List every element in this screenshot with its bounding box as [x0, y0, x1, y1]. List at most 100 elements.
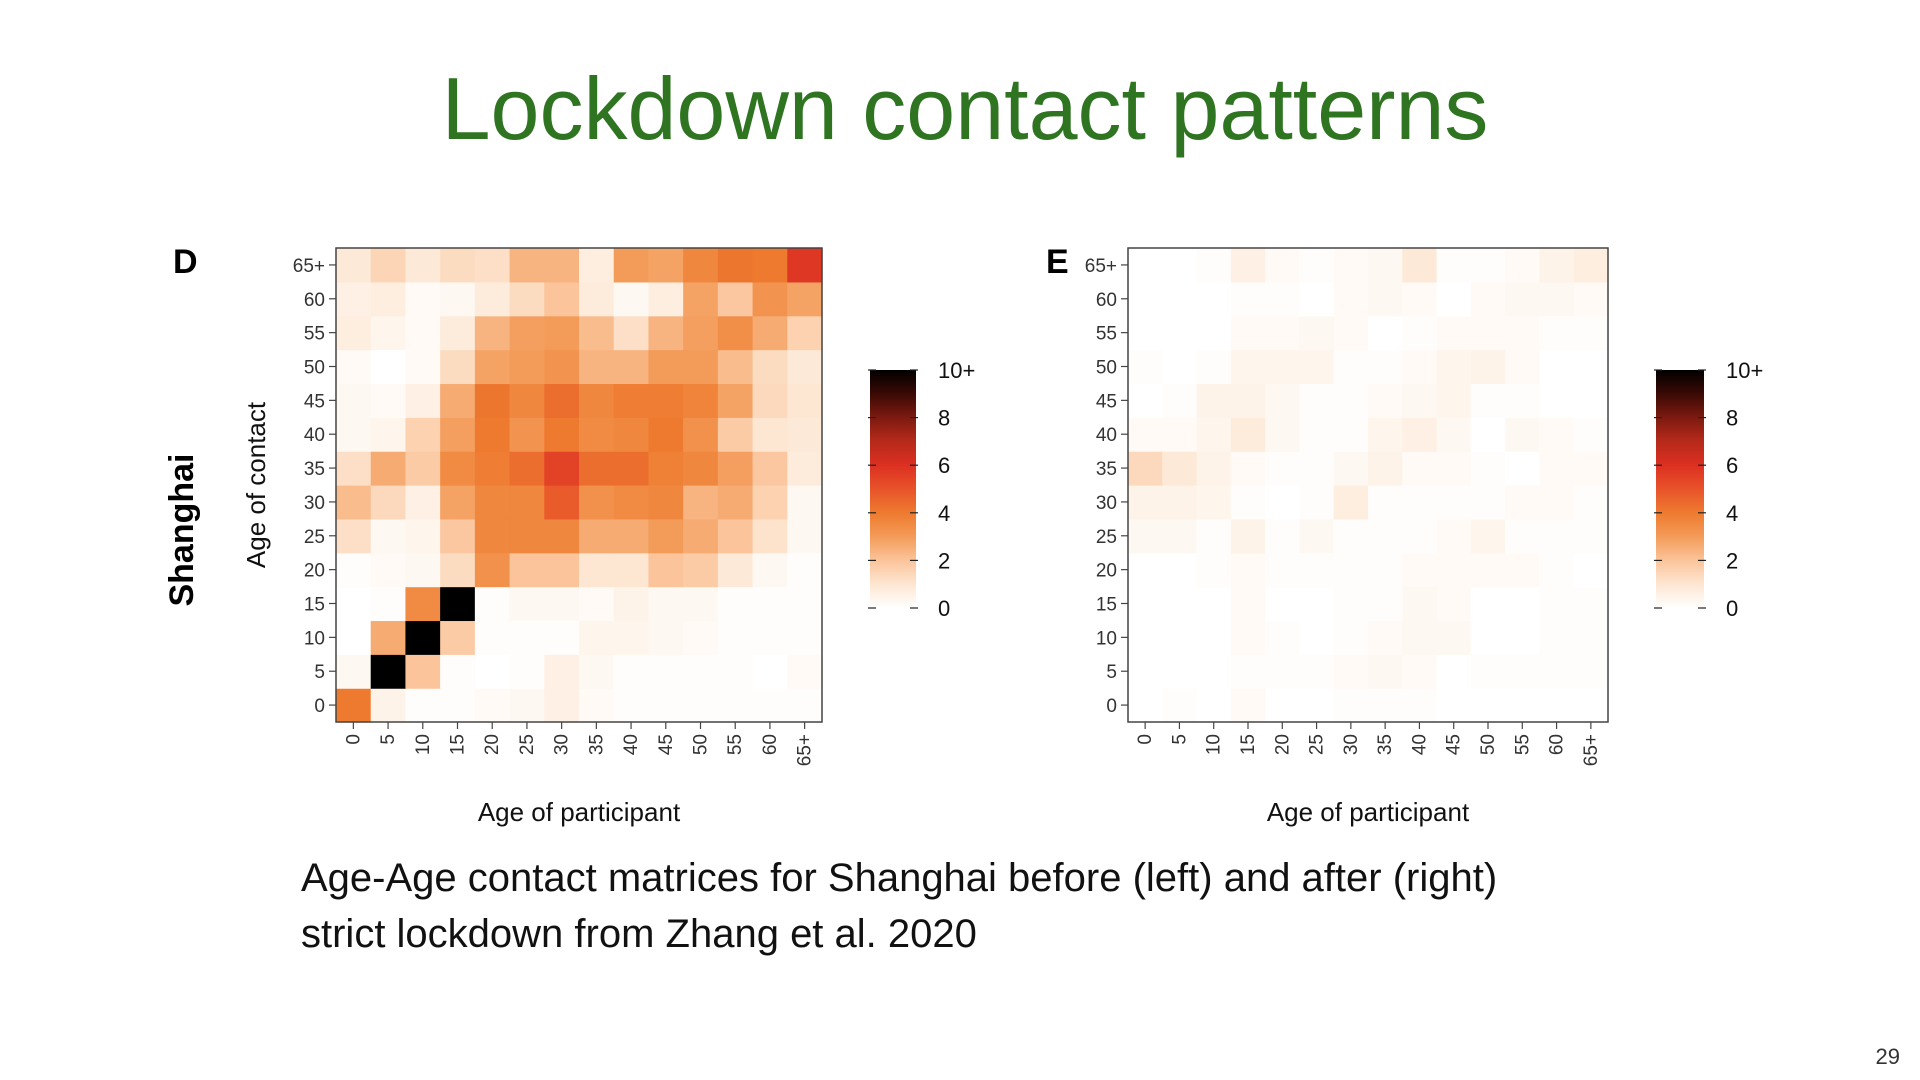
- x-tick-label: 65+: [1581, 734, 1602, 766]
- heatmap-cell: [1265, 518, 1301, 554]
- heatmap-cell: [579, 315, 615, 351]
- heatmap-cell: [579, 654, 615, 689]
- heatmap-cell: [474, 349, 511, 385]
- x-tick-label: 0: [1135, 734, 1156, 745]
- heatmap-cell: [752, 281, 788, 317]
- heatmap-cell: [1162, 383, 1198, 418]
- y-tick-label: 20: [304, 561, 325, 582]
- heatmap-cell: [509, 417, 545, 452]
- heatmap-cell: [1162, 281, 1198, 317]
- heatmap-cell: [1436, 417, 1472, 452]
- heatmap-cell: [1230, 688, 1266, 723]
- x-tick-label: 55: [725, 734, 746, 755]
- heatmap-cell: [1230, 552, 1266, 588]
- heatmap-cell: [579, 688, 615, 723]
- heatmap-cell: [1265, 383, 1301, 418]
- panel-letter: D: [173, 243, 198, 281]
- heatmap-cell: [1368, 451, 1403, 486]
- heatmap-cell: [1299, 620, 1335, 655]
- heatmap-cell: [1333, 451, 1369, 486]
- legend-tick-label: 4: [938, 501, 950, 526]
- heatmap-cell: [717, 485, 754, 520]
- y-tick-label: 50: [1096, 358, 1117, 379]
- heatmap-cell: [440, 281, 476, 317]
- y-tick-label: 15: [1096, 595, 1117, 616]
- heatmap-cell: [1299, 417, 1335, 452]
- heatmap-cell: [787, 485, 823, 520]
- x-tick-label: 30: [552, 734, 573, 755]
- heatmap-cell: [1333, 620, 1369, 655]
- heatmap-cell: [405, 349, 441, 385]
- heatmap-cell: [613, 620, 650, 655]
- heatmap-cell: [1402, 518, 1438, 554]
- heatmap-cell: [1368, 688, 1403, 723]
- heatmap-cell: [474, 485, 511, 520]
- heatmap-cell: [474, 552, 511, 588]
- heatmap-cell: [752, 654, 788, 689]
- heatmap-cell: [1505, 688, 1541, 723]
- heatmap-cell: [1573, 417, 1609, 452]
- legend-tick-label: 0: [938, 596, 950, 621]
- heatmap-cell: [544, 552, 580, 588]
- heatmap-cell: [752, 586, 788, 622]
- x-tick-label: 40: [621, 734, 642, 755]
- heatmap-cell: [1470, 349, 1506, 385]
- heatmap-cell: [1230, 248, 1266, 283]
- heatmap-cell: [787, 383, 823, 418]
- heatmap-cell: [474, 620, 511, 655]
- y-tick-label: 55: [304, 324, 325, 345]
- heatmap-cell: [1128, 654, 1163, 689]
- heatmap-cell: [1128, 417, 1163, 452]
- heatmap-cell: [336, 417, 372, 452]
- heatmap-cell: [1196, 315, 1232, 351]
- y-tick-label: 50: [304, 358, 325, 379]
- heatmap-cell: [1436, 281, 1472, 317]
- heatmap-cell: [509, 552, 545, 588]
- heatmap-cell: [509, 281, 545, 317]
- heatmap-cell: [1539, 688, 1575, 723]
- heatmap-cell: [1470, 552, 1506, 588]
- heatmap-cell: [1402, 315, 1438, 351]
- heatmap-cell: [1265, 654, 1301, 689]
- x-tick-label: 5: [1169, 734, 1190, 745]
- heatmap-cell: [509, 315, 545, 351]
- heatmap-cell: [648, 248, 684, 283]
- heatmap-cell: [544, 518, 580, 554]
- heatmap-cell: [405, 315, 441, 351]
- heatmap-cell: [1539, 451, 1575, 486]
- x-axis-title: Age of participant: [1267, 797, 1470, 827]
- heatmap-cell: [440, 315, 476, 351]
- heatmap-cell: [440, 620, 476, 655]
- heatmap-cell: [648, 654, 684, 689]
- heatmap-cell: [336, 586, 372, 622]
- heatmap-cell: [1265, 688, 1301, 723]
- heatmap-cell: [579, 451, 615, 486]
- heatmap-cell: [370, 552, 407, 588]
- heatmap-cell: [1505, 552, 1541, 588]
- heatmap-cell: [752, 485, 788, 520]
- heatmap-cell: [579, 552, 615, 588]
- y-tick-label: 45: [304, 391, 325, 412]
- heatmap-cell: [336, 518, 372, 554]
- heatmap-cell: [1505, 383, 1541, 418]
- heatmap-cell: [1162, 552, 1198, 588]
- heatmap-cell: [1573, 688, 1609, 723]
- heatmap-cell: [336, 654, 372, 689]
- heatmap-cell: [1230, 315, 1266, 351]
- heatmap-cell: [683, 248, 719, 283]
- heatmap-cell: [474, 248, 511, 283]
- heatmap-cell: [1573, 552, 1609, 588]
- heatmap-cell: [440, 383, 476, 418]
- heatmap-cell: [440, 586, 476, 622]
- heatmap-cell: [579, 620, 615, 655]
- heatmap-cell: [1470, 620, 1506, 655]
- heatmap-cell: [1128, 586, 1163, 622]
- heatmap-cell: [1539, 586, 1575, 622]
- x-tick-label: 60: [1547, 734, 1568, 755]
- heatmap-cell: [613, 349, 650, 385]
- heatmap-cell: [336, 552, 372, 588]
- heatmap-cell: [1505, 586, 1541, 622]
- heatmap-cell: [405, 281, 441, 317]
- heatmap-cell: [1402, 485, 1438, 520]
